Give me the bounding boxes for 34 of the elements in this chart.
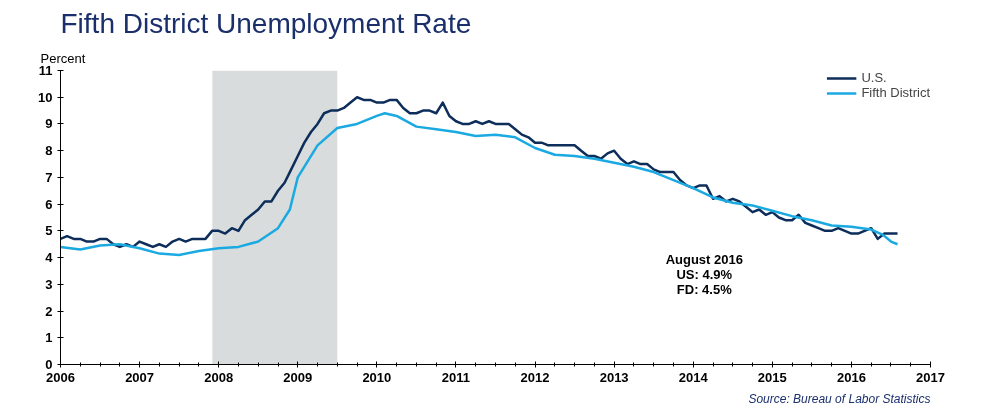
x-tick-label: 2016	[836, 369, 866, 385]
y-tick-label: 7	[45, 169, 53, 185]
y-tick-label: 2	[45, 303, 53, 319]
y-tick-label: 10	[38, 89, 53, 105]
y-tick-label: 1	[45, 330, 53, 346]
x-tick-label: 2015	[757, 369, 787, 385]
x-tick-label: 2007	[125, 369, 155, 385]
y-tick-label: 11	[38, 63, 53, 78]
y-axis-title: Percent	[40, 50, 86, 66]
y-tick-label: 6	[45, 196, 53, 212]
y-tick-label: 3	[45, 276, 53, 292]
line-series	[60, 95, 899, 249]
y-tick-label: 5	[45, 223, 53, 239]
y-tick-label: 0	[45, 357, 53, 372]
x-tick-label: 2009	[283, 369, 313, 385]
x-tick-label: 2006	[46, 369, 75, 385]
x-tick-label: 2010	[362, 369, 392, 385]
y-tick-label: 4	[45, 250, 54, 266]
x-tick-label: 2012	[520, 369, 550, 385]
legend-label: Fifth District	[861, 85, 930, 100]
x-tick-label: 2017	[916, 369, 945, 385]
annotation: FD: 4.5%	[676, 282, 733, 298]
x-tick-label: 2014	[678, 369, 709, 385]
annotation: August 2016	[665, 252, 743, 268]
y-tick-label: 8	[45, 143, 53, 159]
y-tick-label: 9	[45, 116, 53, 132]
x-tick-label: 2008	[204, 369, 234, 385]
line-series	[60, 112, 899, 257]
legend-label: U.S.	[861, 70, 887, 85]
x-tick-label: 2011	[441, 369, 471, 385]
chart-title: Fifth District Unemployment Rate	[60, 7, 472, 39]
annotation: US: 4.9%	[676, 267, 733, 283]
x-tick-label: 2013	[599, 369, 629, 385]
source-note: Source: Bureau of Labor Statistics	[748, 391, 931, 406]
